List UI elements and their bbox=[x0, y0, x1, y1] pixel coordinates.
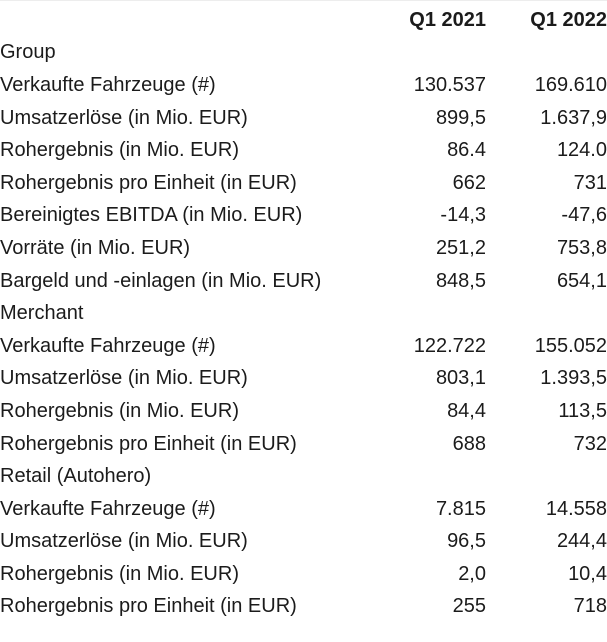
value-q1-2021: 122.722 bbox=[413, 334, 486, 357]
value-q1-2021: 803,1 bbox=[435, 367, 486, 390]
metric-label: Verkaufte Fahrzeuge (#) bbox=[0, 73, 216, 96]
table-row: Verkaufte Fahrzeuge (#) 7.815 14.558 bbox=[0, 493, 607, 526]
value-q1-2021: 2,0 bbox=[458, 562, 486, 585]
value-q1-2021: 899,5 bbox=[435, 106, 486, 129]
metric-label: Umsatzerlöse (in Mio. EUR) bbox=[0, 106, 248, 129]
column-header-q1-2022: Q1 2022 bbox=[530, 8, 607, 31]
header-spacer bbox=[0, 4, 383, 37]
value-q1-2021: 7.815 bbox=[435, 497, 486, 520]
value-q1-2022: 654,1 bbox=[556, 269, 607, 292]
table-row: Umsatzerlöse (in Mio. EUR) 803,1 1.393,5 bbox=[0, 363, 607, 396]
section-title-retail-autohero: Retail (Autohero) bbox=[0, 465, 152, 488]
section-title-group: Group bbox=[0, 41, 56, 64]
value-q1-2022: 753,8 bbox=[556, 236, 607, 259]
table-row: Rohergebnis (in Mio. EUR) 2,0 10,4 bbox=[0, 558, 607, 591]
metric-label: Umsatzerlöse (in Mio. EUR) bbox=[0, 530, 248, 553]
value-q1-2022: 113,5 bbox=[558, 399, 607, 422]
value-q1-2021: 84,4 bbox=[447, 399, 486, 422]
value-q1-2022: 1.637,9 bbox=[540, 106, 607, 129]
table-row: Verkaufte Fahrzeuge (#) 122.722 155.052 bbox=[0, 330, 607, 363]
financial-results-table: Q1 2021 Q1 2022 Group Verkaufte Fahrzeug… bbox=[0, 1, 607, 623]
table-row: Umsatzerlöse (in Mio. EUR) 899,5 1.637,9 bbox=[0, 102, 607, 135]
section-header-row: Retail (Autohero) bbox=[0, 460, 607, 493]
table-row: Verkaufte Fahrzeuge (#) 130.537 169.610 bbox=[0, 69, 607, 102]
value-q1-2022: 124.0 bbox=[556, 139, 607, 162]
value-q1-2021: 255 bbox=[452, 595, 486, 618]
value-q1-2022: 155.052 bbox=[534, 334, 607, 357]
section-title-merchant: Merchant bbox=[0, 302, 84, 325]
value-q1-2022: 731 bbox=[573, 171, 607, 194]
metric-label: Rohergebnis (in Mio. EUR) bbox=[0, 139, 239, 162]
value-q1-2021: -14,3 bbox=[440, 204, 486, 227]
table-row: Bargeld und -einlagen (in Mio. EUR) 848,… bbox=[0, 265, 607, 298]
table-row: Umsatzerlöse (in Mio. EUR) 96,5 244,4 bbox=[0, 526, 607, 559]
value-q1-2022: 244,4 bbox=[556, 530, 607, 553]
value-q1-2022: 718 bbox=[573, 595, 607, 618]
value-q1-2022: 1.393,5 bbox=[540, 367, 607, 390]
metric-label: Bargeld und -einlagen (in Mio. EUR) bbox=[0, 269, 322, 292]
section-header-row: Merchant bbox=[0, 297, 607, 330]
quarterly-metrics-table: Q1 2021 Q1 2022 Group Verkaufte Fahrzeug… bbox=[0, 4, 607, 623]
metric-label: Verkaufte Fahrzeuge (#) bbox=[0, 497, 216, 520]
metric-label: Rohergebnis (in Mio. EUR) bbox=[0, 562, 239, 585]
metric-label: Bereinigtes EBITDA (in Mio. EUR) bbox=[0, 204, 303, 227]
column-header-row: Q1 2021 Q1 2022 bbox=[0, 4, 607, 37]
value-q1-2022: 14.558 bbox=[545, 497, 607, 520]
metric-label: Rohergebnis pro Einheit (in EUR) bbox=[0, 595, 297, 618]
value-q1-2022: 732 bbox=[573, 432, 607, 455]
table-row: Rohergebnis (in Mio. EUR) 86.4 124.0 bbox=[0, 134, 607, 167]
value-q1-2022: 10,4 bbox=[568, 562, 607, 585]
table-row: Bereinigtes EBITDA (in Mio. EUR) -14,3 -… bbox=[0, 200, 607, 233]
value-q1-2021: 662 bbox=[452, 171, 486, 194]
value-q1-2021: 251,2 bbox=[435, 236, 486, 259]
metric-label: Rohergebnis (in Mio. EUR) bbox=[0, 399, 239, 422]
section-header-row: Group bbox=[0, 37, 607, 70]
value-q1-2021: 848,5 bbox=[435, 269, 486, 292]
value-q1-2022: 169.610 bbox=[534, 73, 607, 96]
table-row: Vorräte (in Mio. EUR) 251,2 753,8 bbox=[0, 232, 607, 265]
table-row: Rohergebnis (in Mio. EUR) 84,4 113,5 bbox=[0, 395, 607, 428]
value-q1-2021: 688 bbox=[452, 432, 486, 455]
metric-label: Verkaufte Fahrzeuge (#) bbox=[0, 334, 216, 357]
table-row: Rohergebnis pro Einheit (in EUR) 688 732 bbox=[0, 428, 607, 461]
value-q1-2021: 130.537 bbox=[413, 73, 486, 96]
metric-label: Vorräte (in Mio. EUR) bbox=[0, 236, 191, 259]
table-row: Rohergebnis pro Einheit (in EUR) 255 718 bbox=[0, 591, 607, 624]
table-row: Rohergebnis pro Einheit (in EUR) 662 731 bbox=[0, 167, 607, 200]
value-q1-2022: -47,6 bbox=[561, 204, 607, 227]
metric-label: Umsatzerlöse (in Mio. EUR) bbox=[0, 367, 248, 390]
column-header-q1-2021: Q1 2021 bbox=[409, 8, 486, 31]
value-q1-2021: 96,5 bbox=[447, 530, 486, 553]
value-q1-2021: 86.4 bbox=[447, 139, 486, 162]
metric-label: Rohergebnis pro Einheit (in EUR) bbox=[0, 171, 297, 194]
metric-label: Rohergebnis pro Einheit (in EUR) bbox=[0, 432, 297, 455]
